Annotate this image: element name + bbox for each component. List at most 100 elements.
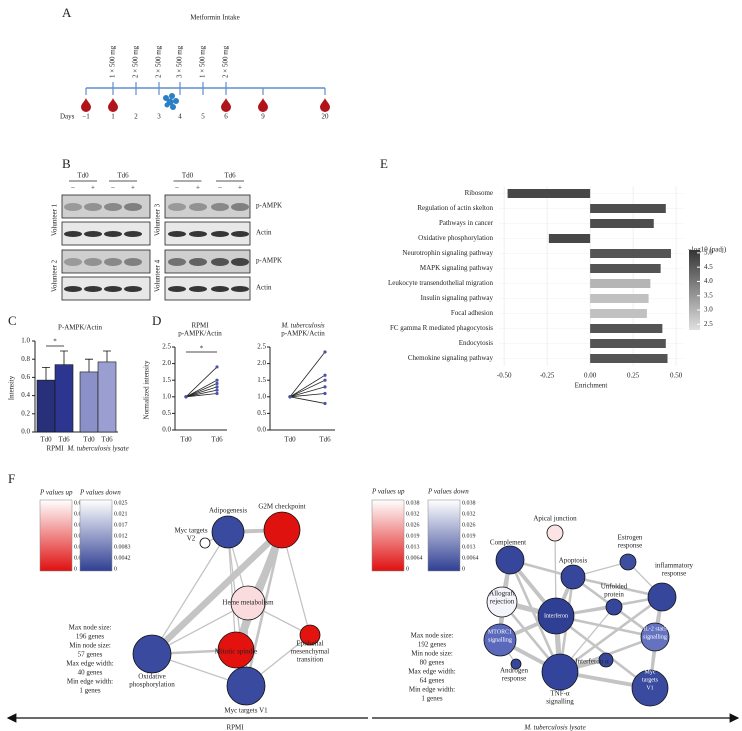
bar [97, 361, 117, 433]
blot-band [64, 203, 82, 211]
y-tick-label: 0.8 [21, 355, 30, 363]
point [323, 350, 327, 354]
node-label: Allograft [489, 590, 515, 598]
node-label: V1 [646, 685, 653, 691]
network-stat: 57 genes [78, 651, 103, 659]
blot-band [231, 258, 249, 266]
network-node [217, 631, 255, 669]
node-label: Interferon [544, 612, 568, 619]
network-node [537, 597, 575, 635]
blot-row-label: p-AMPK [256, 257, 282, 265]
blot-band [189, 231, 207, 237]
network-stat: Min edge width: [67, 678, 113, 686]
blot-strip [164, 249, 251, 274]
network-node [132, 634, 172, 674]
blot-strip [164, 221, 251, 246]
colorbar-tick-label: 3.0 [704, 306, 713, 314]
legend-title: P values down [79, 489, 121, 497]
pill [170, 104, 176, 110]
condition-label: M. tuberculosis lysate [523, 724, 585, 731]
y-tick-label: 0.4 [21, 391, 30, 399]
point [323, 385, 327, 389]
node-label: Interferon α [575, 658, 609, 666]
bar [590, 249, 671, 258]
network-node [560, 564, 586, 590]
panel-label: F [8, 471, 15, 486]
node-label: Complement [490, 539, 526, 547]
point [215, 381, 219, 386]
y-tick-label: 0.5 [257, 409, 266, 417]
blot-band [211, 286, 229, 292]
day-label: 6 [224, 113, 228, 121]
blot-band [104, 258, 122, 266]
pill [163, 95, 169, 101]
network-stat: Max edge width: [408, 668, 455, 676]
network-node [211, 515, 245, 549]
network-node [230, 585, 266, 621]
y-tick-label: 2.0 [257, 359, 266, 367]
blot-band [168, 231, 186, 237]
x-tick-label: Td6 [58, 436, 70, 444]
blot-row-label: Actin [256, 284, 272, 292]
chart-title: M. tuberculosis [280, 322, 325, 330]
legend-tick-label: 0.012 [114, 533, 128, 539]
dose-label: 1 × 500 mg [109, 45, 117, 78]
blot-row-label: p-AMPK [256, 202, 282, 210]
day-label: 1 [111, 113, 115, 121]
colorbar [689, 250, 700, 330]
legend-tick-label: 0.0064 [406, 555, 423, 561]
network-edge [227, 531, 237, 651]
panel-label: E [380, 156, 388, 171]
day-label: 3 [157, 113, 161, 121]
blot-band [231, 203, 249, 211]
network-node [546, 524, 564, 542]
y-tick-label: 0.5 [162, 409, 171, 417]
node-label: Myc [645, 669, 656, 675]
blot-strip [164, 194, 251, 219]
y-tick-label: 1.0 [162, 392, 171, 400]
legend-title: P values down [427, 488, 469, 496]
y-tick-label: 2.5 [162, 343, 171, 351]
x-tick-label: Td0 [180, 436, 192, 444]
legend-tick-label: 0 [114, 566, 117, 572]
blot-sign: + [91, 184, 95, 192]
node-label: signalling [643, 634, 667, 640]
blot-band [84, 231, 102, 237]
node-label: Mitotic spindle [215, 648, 258, 656]
bar [36, 379, 56, 433]
panel-label: A [62, 5, 72, 20]
x-tick-label: -0.25 [540, 372, 555, 380]
pair-line [289, 379, 326, 398]
blot-band [211, 203, 229, 211]
node-label: Heme metabolism [222, 599, 274, 607]
blood-drop [320, 98, 330, 112]
chart-subtitle: p-AMPK/Actin [281, 330, 325, 338]
node-label: targets [642, 677, 659, 683]
days-label: Days [60, 113, 75, 121]
blot-band [168, 203, 186, 211]
point [215, 385, 219, 389]
network-stat: Min node size: [411, 650, 453, 658]
legend-tick-label: 0.0064 [462, 555, 479, 561]
node-label: Adipogenesis [209, 507, 247, 515]
y-tick-label: Chemokine signaling pathway [408, 354, 494, 362]
blot-sign: – [70, 184, 75, 192]
network-stat: Min edge width: [409, 686, 455, 694]
pair-line [185, 379, 218, 398]
network-node [640, 622, 670, 652]
y-axis-label: Normalized intensity [143, 360, 151, 419]
blot-band [104, 203, 122, 211]
volunteer-label: Volunteer 1 [51, 203, 59, 236]
point [215, 388, 219, 392]
pair-line [185, 393, 218, 398]
network-edge [151, 531, 229, 655]
legend-tick-label: 0 [406, 566, 409, 572]
blot-header: Td6 [117, 172, 129, 180]
node-label: Androgen [500, 667, 528, 675]
blot-band [231, 286, 249, 292]
legend-gradient [79, 499, 113, 572]
node-label: Oxidative [138, 673, 166, 681]
pair-line [185, 366, 218, 398]
legend-tick-label: 0.038 [406, 500, 420, 506]
